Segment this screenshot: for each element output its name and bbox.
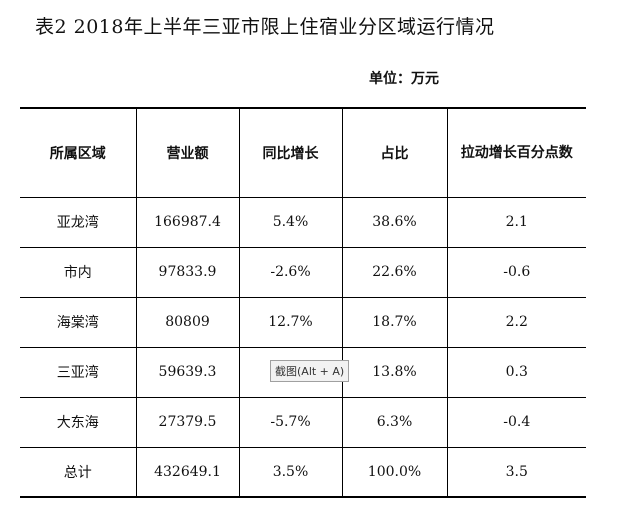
header-region: 所属区域 <box>20 107 137 198</box>
cell-region: 市内 <box>20 246 137 298</box>
table-row: 亚龙湾 166987.4 5.4% 38.6% 2.1 <box>20 196 586 248</box>
cell-contribution-points: 3.5 <box>446 446 586 498</box>
table-header-row: 所属区域 营业额 同比增长 占比 拉动增长百分点数 <box>20 107 586 198</box>
cell-contribution-points: -0.6 <box>446 246 586 298</box>
cell-revenue: 59639.3 <box>135 346 240 398</box>
cell-revenue: 166987.4 <box>135 196 240 248</box>
cell-region: 三亚湾 <box>20 346 137 398</box>
cell-contribution-points: 0.3 <box>446 346 586 398</box>
cell-share: 100.0% <box>341 446 448 498</box>
cell-contribution-points: 2.2 <box>446 296 586 348</box>
cell-yoy-growth: -5.7% <box>238 396 343 448</box>
cell-yoy-growth: 5.4% <box>238 196 343 248</box>
cell-contribution-points: -0.4 <box>446 396 586 448</box>
table-title: 表2 2018年上半年三亚市限上住宿业分区域运行情况 <box>35 16 495 38</box>
cell-share: 6.3% <box>341 396 448 448</box>
cell-revenue: 80809 <box>135 296 240 348</box>
cell-share: 18.7% <box>341 296 448 348</box>
table-total-row: 总计 432649.1 3.5% 100.0% 3.5 <box>20 446 586 498</box>
cell-share: 38.6% <box>341 196 448 248</box>
cell-revenue: 27379.5 <box>135 396 240 448</box>
header-yoy-growth: 同比增长 <box>238 107 343 198</box>
screenshot-tooltip: 截图(Alt + A) <box>270 360 350 382</box>
cell-contribution-points: 2.1 <box>446 196 586 248</box>
cell-region: 海棠湾 <box>20 296 137 348</box>
cell-revenue: 432649.1 <box>135 446 240 498</box>
header-revenue: 营业额 <box>135 107 240 198</box>
cell-yoy-growth: 12.7% <box>238 296 343 348</box>
cell-share: 13.8% <box>341 346 448 398</box>
cell-share: 22.6% <box>341 246 448 298</box>
unit-label: 单位：万元 <box>369 71 439 87</box>
table-row: 大东海 27379.5 -5.7% 6.3% -0.4 <box>20 396 586 448</box>
cell-yoy-growth: 3.5% <box>238 446 343 498</box>
table-row: 海棠湾 80809 12.7% 18.7% 2.2 <box>20 296 586 348</box>
header-share: 占比 <box>341 107 448 198</box>
data-table: 所属区域 营业额 同比增长 占比 拉动增长百分点数 亚龙湾 166987.4 5… <box>20 107 586 498</box>
cell-region: 大东海 <box>20 396 137 448</box>
cell-revenue: 97833.9 <box>135 246 240 298</box>
cell-region: 亚龙湾 <box>20 196 137 248</box>
cell-region: 总计 <box>20 446 137 498</box>
table-row: 市内 97833.9 -2.6% 22.6% -0.6 <box>20 246 586 298</box>
cell-yoy-growth: -2.6% <box>238 246 343 298</box>
header-contribution-points: 拉动增长百分点数 <box>446 107 586 198</box>
